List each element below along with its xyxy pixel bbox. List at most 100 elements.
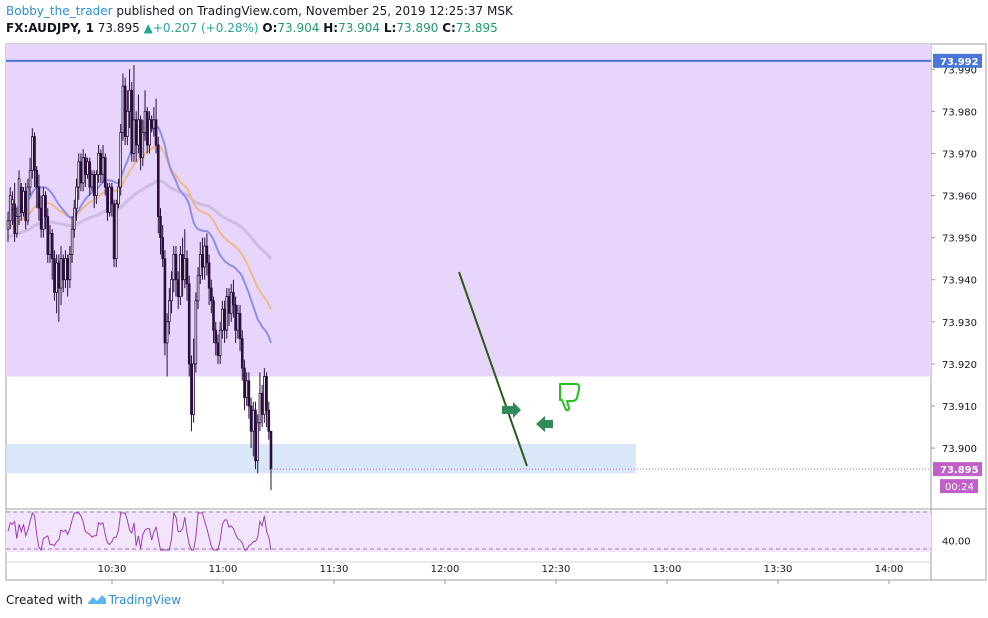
thumbs-down-icon	[559, 383, 581, 412]
candle-body	[44, 195, 47, 217]
candle-body	[132, 119, 136, 154]
candle-body	[81, 157, 85, 184]
price-axis	[930, 43, 987, 581]
candle-body	[267, 409, 271, 432]
candle-body	[238, 312, 242, 340]
candle-body	[214, 329, 218, 344]
candle-body	[161, 237, 165, 260]
candle-body	[17, 178, 21, 217]
author-link[interactable]: Bobby_the_trader	[6, 4, 113, 18]
current-price-label: 73.895	[940, 465, 979, 476]
candle-body	[88, 161, 92, 188]
candle-body	[22, 190, 25, 213]
price-tick-label: 73.910	[942, 402, 977, 413]
candle-body	[66, 258, 69, 281]
candle-body	[172, 254, 176, 281]
ema-mid-line	[7, 143, 272, 310]
candle-body	[106, 186, 109, 213]
candle-body	[50, 233, 54, 260]
candle-body	[130, 89, 134, 154]
candle-body	[119, 131, 123, 188]
ema-slow-line	[7, 179, 273, 261]
candle-body	[70, 228, 74, 255]
candle-body	[19, 186, 23, 213]
candle-body	[212, 300, 215, 331]
candle-body	[39, 207, 43, 230]
candle-body	[187, 283, 191, 365]
trend-line	[458, 271, 528, 467]
candle-body	[126, 110, 129, 137]
price-tick-label: 73.990	[942, 65, 977, 76]
price-tick-label: 73.950	[942, 234, 977, 245]
price-tick-label: 73.940	[942, 276, 977, 287]
candle-body	[75, 186, 78, 209]
candle-body	[64, 258, 67, 281]
price-tick-label: 73.900	[942, 444, 977, 455]
candle-body	[53, 258, 56, 293]
symbol-label[interactable]: FX:AUDJPY, 1	[6, 21, 94, 35]
candle-body	[254, 409, 257, 462]
candle-body	[110, 186, 114, 205]
candle-body	[247, 380, 251, 407]
candle-body	[159, 216, 162, 239]
candle-body	[48, 233, 52, 255]
price-tick-label: 73.980	[942, 107, 977, 118]
candle-body	[24, 190, 27, 222]
candle-body	[46, 216, 50, 255]
candle-body	[117, 186, 120, 205]
tradingview-logo-icon	[87, 595, 106, 604]
tradingview-link[interactable]: TradingView	[108, 593, 182, 607]
candle-body	[221, 308, 224, 331]
candle-body	[97, 153, 100, 175]
candle-body	[61, 258, 65, 281]
candle-body	[128, 89, 131, 112]
time-tick-label: 13:00	[653, 564, 682, 575]
candle-body	[13, 203, 16, 234]
candle-body	[148, 119, 151, 146]
candle-body	[114, 203, 118, 260]
candle-body	[55, 262, 58, 293]
candle-body	[90, 174, 94, 188]
candle-body	[31, 136, 34, 171]
created-with-text: Created with	[6, 593, 83, 607]
candle-body	[33, 136, 36, 171]
candle-body	[198, 254, 202, 276]
price-tick-label: 73.920	[942, 360, 977, 371]
price-tick-label: 73.930	[942, 318, 977, 329]
candle-body	[163, 258, 167, 344]
candle-body	[108, 186, 111, 213]
countdown-tag	[940, 479, 978, 494]
candle-body	[156, 144, 160, 217]
candle-body	[77, 161, 81, 188]
candle-body	[232, 291, 235, 306]
candle-body	[26, 186, 30, 222]
time-tick-label: 11:00	[209, 564, 238, 575]
candle-body	[35, 169, 39, 188]
time-tick-label: 13:30	[764, 564, 793, 575]
candle-body	[152, 119, 156, 129]
candle-body	[181, 254, 184, 281]
time-tick-label: 14:00	[875, 564, 904, 575]
candle-body	[236, 312, 240, 331]
candle-body	[252, 409, 255, 432]
resistance-price-tag	[933, 53, 982, 68]
candle-body	[6, 220, 10, 230]
candle-body	[103, 157, 107, 188]
candle-body	[154, 119, 158, 146]
candle-body	[15, 216, 19, 234]
candle-body	[216, 342, 220, 356]
candle-body	[256, 422, 260, 462]
candle-body	[183, 258, 187, 281]
candle-body	[84, 157, 87, 175]
candle-body	[194, 300, 198, 365]
symbol-line: FX:AUDJPY, 1 73.895 ▲+0.207 (+0.28%) O:7…	[6, 21, 498, 35]
time-tick-label: 12:30	[542, 564, 571, 575]
footer: Created with TradingView	[6, 593, 181, 607]
price-tick-label: 73.960	[942, 192, 977, 203]
price-tick-label: 73.970	[942, 149, 977, 160]
high-value: 73.904	[338, 21, 381, 35]
last-price: 73.895	[97, 21, 140, 35]
countdown-label: 00:24	[945, 482, 974, 493]
candle-body	[121, 85, 125, 133]
